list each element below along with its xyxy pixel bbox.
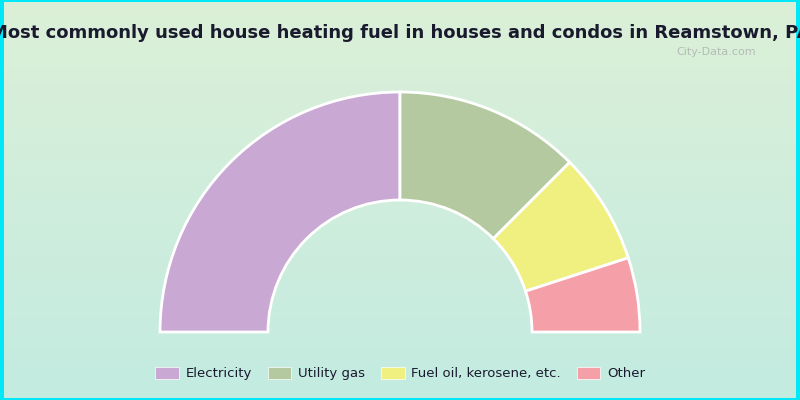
Wedge shape bbox=[160, 92, 400, 332]
Wedge shape bbox=[494, 162, 628, 291]
Text: City-Data.com: City-Data.com bbox=[677, 46, 757, 56]
Wedge shape bbox=[526, 258, 640, 332]
Text: Most commonly used house heating fuel in houses and condos in Reamstown, PA: Most commonly used house heating fuel in… bbox=[0, 24, 800, 42]
Wedge shape bbox=[400, 92, 570, 239]
Legend: Electricity, Utility gas, Fuel oil, kerosene, etc., Other: Electricity, Utility gas, Fuel oil, kero… bbox=[150, 362, 650, 386]
